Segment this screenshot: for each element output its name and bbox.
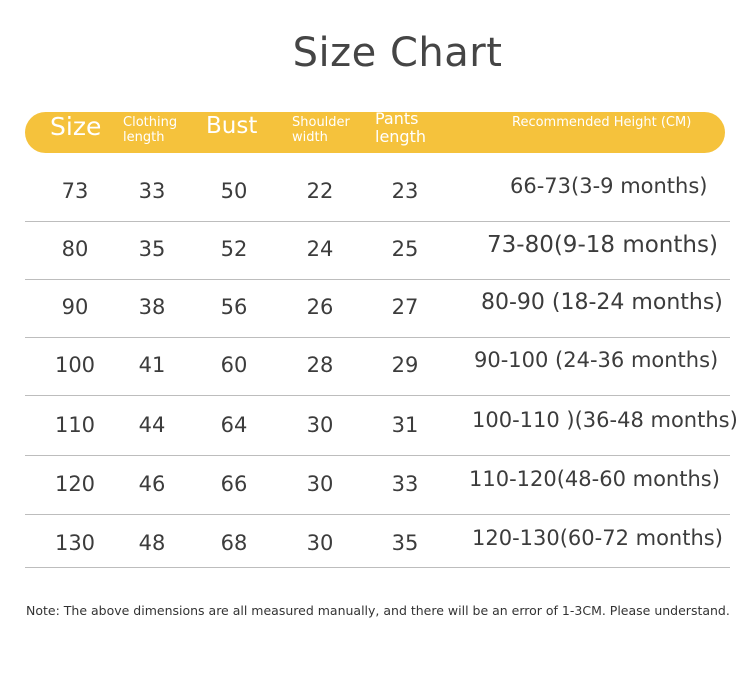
table-row: 130 48 68 30 35 120-130(60-72 months) xyxy=(25,516,730,568)
row-divider xyxy=(25,514,730,515)
cell-shoulder-width: 24 xyxy=(306,237,334,261)
header-shoulder-width: Shoulder width xyxy=(292,115,350,145)
measurement-note: Note: The above dimensions are all measu… xyxy=(26,603,730,618)
cell-bust: 64 xyxy=(220,413,248,437)
cell-pants-length: 25 xyxy=(391,237,419,261)
table-row: 90 38 56 26 27 80-90 (18-24 months) xyxy=(25,280,730,338)
cell-shoulder-width: 30 xyxy=(306,472,334,496)
cell-size: 90 xyxy=(61,295,89,319)
cell-pants-length: 27 xyxy=(391,295,419,319)
cell-bust: 60 xyxy=(220,353,248,377)
cell-size: 80 xyxy=(61,237,89,261)
table-row: 110 44 64 30 31 100-110 )(36-48 months) xyxy=(25,398,738,456)
cell-recommended-height: 120-130(60-72 months) xyxy=(472,526,723,550)
cell-recommended-height: 90-100 (24-36 months) xyxy=(474,348,719,372)
row-divider xyxy=(25,337,730,338)
cell-clothing-length: 35 xyxy=(138,237,166,261)
cell-clothing-length: 38 xyxy=(138,295,166,319)
cell-pants-length: 35 xyxy=(391,531,419,555)
cell-shoulder-width: 30 xyxy=(306,413,334,437)
cell-clothing-length: 33 xyxy=(138,179,166,203)
cell-size: 73 xyxy=(61,179,89,203)
cell-recommended-height: 80-90 (18-24 months) xyxy=(481,290,723,315)
cell-recommended-height: 100-110 )(36-48 months) xyxy=(472,408,738,432)
cell-recommended-height: 66-73(3-9 months) xyxy=(510,174,708,198)
cell-size: 110 xyxy=(54,413,96,437)
row-divider xyxy=(25,455,730,456)
cell-recommended-height: 110-120(48-60 months) xyxy=(469,467,720,491)
cell-shoulder-width: 26 xyxy=(306,295,334,319)
cell-pants-length: 33 xyxy=(391,472,419,496)
cell-bust: 50 xyxy=(220,179,248,203)
cell-shoulder-width: 30 xyxy=(306,531,334,555)
table-header: Size Clothing length Bust Shoulder width… xyxy=(25,109,725,153)
table-row: 100 41 60 28 29 90-100 (24-36 months) xyxy=(25,338,730,396)
cell-size: 100 xyxy=(54,353,96,377)
row-divider xyxy=(25,395,730,396)
cell-pants-length: 23 xyxy=(391,179,419,203)
header-pants-length: Pants length xyxy=(375,109,426,147)
row-divider xyxy=(25,221,730,222)
cell-shoulder-width: 28 xyxy=(306,353,334,377)
cell-bust: 68 xyxy=(220,531,248,555)
cell-recommended-height: 73-80(9-18 months) xyxy=(487,232,718,258)
table-row: 120 46 66 30 33 110-120(48-60 months) xyxy=(25,457,730,515)
header-recommended-height: Recommended Height (CM) xyxy=(512,115,692,130)
cell-clothing-length: 44 xyxy=(138,413,166,437)
cell-size: 130 xyxy=(54,531,96,555)
cell-clothing-length: 46 xyxy=(138,472,166,496)
cell-clothing-length: 41 xyxy=(138,353,166,377)
page-title: Size Chart xyxy=(292,30,503,76)
cell-shoulder-width: 22 xyxy=(306,179,334,203)
cell-bust: 52 xyxy=(220,237,248,261)
cell-bust: 66 xyxy=(220,472,248,496)
table-row: 80 35 52 24 25 73-80(9-18 months) xyxy=(25,222,730,280)
cell-size: 120 xyxy=(54,472,96,496)
cell-bust: 56 xyxy=(220,295,248,319)
row-divider xyxy=(25,567,730,568)
cell-pants-length: 29 xyxy=(391,353,419,377)
header-clothing-length: Clothing length xyxy=(123,115,178,145)
header-bust: Bust xyxy=(206,113,258,139)
cell-clothing-length: 48 xyxy=(138,531,166,555)
table-row: 73 33 50 22 23 66-73(3-9 months) xyxy=(25,164,730,222)
cell-pants-length: 31 xyxy=(391,413,419,437)
header-size: Size xyxy=(50,112,102,141)
row-divider xyxy=(25,279,730,280)
